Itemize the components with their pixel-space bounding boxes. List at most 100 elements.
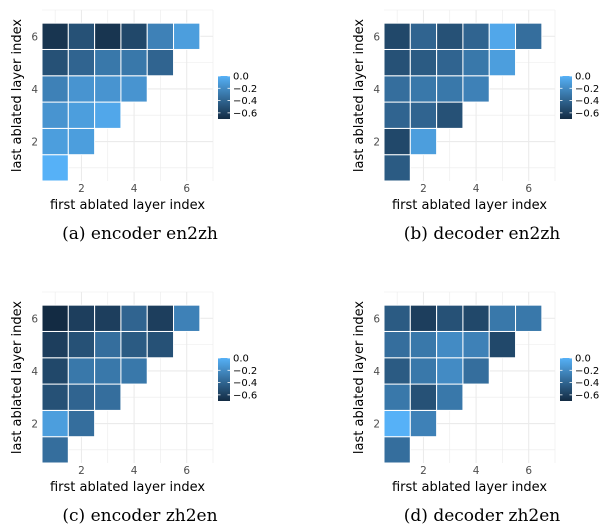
legend-tick-label: −0.2 [575,366,599,377]
x-tick-label: 6 [525,465,532,477]
legend-tick-label: −0.6 [575,390,599,401]
heatmap-cell [488,304,517,332]
heatmap-cell [462,304,490,332]
heatmap-cell [462,22,490,50]
x-tick-label: 2 [78,183,85,195]
legend-tick-label: −0.6 [575,108,599,119]
heatmap-cell [41,101,69,129]
heatmap-cell [409,357,438,385]
heatmap-cell [67,22,96,50]
heatmap-panel: 2 4 6 2 4 6 first ablated layer index last abla… [352,9,599,244]
heatmap-cell [409,304,438,332]
heatmap-cell [67,409,96,438]
heatmap-cell [488,330,517,359]
y-tick-label: 2 [31,419,38,431]
y-axis-label: last ablated layer index [10,301,25,454]
heatmap-cell [41,22,69,50]
x-tick-label: 6 [183,465,190,477]
x-tick-label: 2 [420,183,427,195]
heatmap-cell [94,304,122,332]
x-axis-label: first ablated layer index [392,198,547,213]
x-axis-label: first ablated layer index [392,480,547,495]
heatmap-cell [67,48,96,77]
heatmap-panel: 2 4 6 2 4 6 first ablated layer index last abla… [10,9,257,244]
heatmap-cell [146,330,175,359]
subfigure-caption: (a) encoder en2zh [62,224,218,244]
heatmap-cell [488,22,517,50]
heatmap-cell [383,127,411,156]
heatmap-cell [436,48,464,77]
legend-tick-label: 0.0 [233,354,249,365]
heatmap-cell [436,101,464,129]
heatmap-cell [67,383,96,411]
heatmap-cell [173,304,201,332]
y-tick-label: 6 [31,31,38,43]
heatmap-cell [436,75,464,103]
x-tick-label: 4 [131,183,138,195]
legend-tick-label: 0.0 [575,72,591,83]
heatmap-cell [409,22,438,50]
heatmap-cell [383,154,411,182]
heatmap-cell [462,48,490,77]
heatmap-cell [67,357,96,385]
heatmap-cell [383,304,411,332]
heatmap-cell [120,330,148,359]
x-tick-label: 4 [131,465,138,477]
y-tick-label: 4 [373,366,380,378]
heatmap-cell [409,409,438,438]
heatmap-cell [462,330,490,359]
subfigure-caption: (d) decoder zh2en [404,506,561,526]
y-tick-label: 6 [373,313,380,325]
heatmap-cell [41,48,69,77]
y-tick-label: 4 [373,84,380,96]
heatmap-cell [41,383,69,411]
heatmap-cell [41,409,69,438]
legend-tick-label: 0.0 [575,354,591,365]
heatmap-cell [41,357,69,385]
heatmap-cell [94,383,122,411]
heatmap-cell [383,330,411,359]
x-axis-label: first ablated layer index [50,480,205,495]
heatmap-cell [383,436,411,464]
legend-tick-label: 0.0 [233,72,249,83]
heatmap-cell [515,22,543,50]
heatmap-cell [462,75,490,103]
x-tick-label: 2 [420,465,427,477]
heatmap-cell [146,304,175,332]
heatmap-cell [383,409,411,438]
heatmap-cell [409,383,438,411]
heatmap-cell [383,48,411,77]
heatmap-cell [67,101,96,129]
heatmap-cell [436,22,464,50]
heatmap-cell [94,75,122,103]
heatmap-cell [436,357,464,385]
heatmap-cell [94,330,122,359]
heatmap-cell [383,357,411,385]
x-tick-label: 4 [473,183,480,195]
y-tick-label: 6 [373,31,380,43]
heatmap-cell [462,357,490,385]
legend-tick-label: −0.6 [233,390,257,401]
heatmap-cell [94,48,122,77]
heatmap-cell [120,304,148,332]
heatmap-cell [41,304,69,332]
heatmap-cell [436,304,464,332]
heatmap-cell [436,383,464,411]
legend-tick-label: −0.4 [575,378,599,389]
legend-tick-label: −0.2 [575,84,599,95]
heatmap-cell [146,48,175,77]
x-tick-label: 2 [78,465,85,477]
y-tick-label: 4 [31,84,38,96]
heatmap-cell [120,75,148,103]
legend-tick-label: −0.4 [233,96,257,107]
subfigure-caption: (c) encoder zh2en [62,506,217,526]
legend-colorbar [218,358,230,401]
heatmap-cell [383,101,411,129]
heatmap-cell [41,154,69,182]
x-tick-label: 6 [183,183,190,195]
heatmap-panel: 2 4 6 2 4 6 first ablated layer index last abla… [10,291,257,526]
legend-colorbar [560,358,572,401]
legend-tick-label: −0.4 [233,378,257,389]
heatmap-cell [488,48,517,77]
